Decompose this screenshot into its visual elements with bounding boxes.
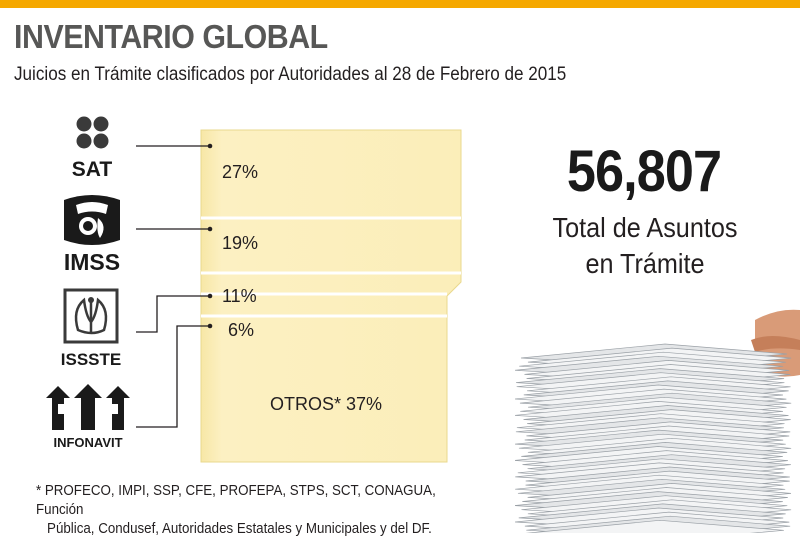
connector-dot xyxy=(207,323,213,329)
segment-label-otros: OTROS* 37% xyxy=(270,394,382,414)
connector-issste xyxy=(136,295,210,333)
total-label: Total de Asuntos en Trámite xyxy=(542,210,749,282)
issste-logo: ISSSTE xyxy=(61,288,121,369)
percentage-labels: 27% 19% 11% 6% OTROS* 37% xyxy=(222,162,382,414)
connector-dot xyxy=(207,143,213,149)
footnote: * PROFECO, IMPI, SSP, CFE, PROFEPA, STPS… xyxy=(36,482,468,539)
total-value: 56,807 xyxy=(566,139,722,204)
footnote-line1: * PROFECO, IMPI, SSP, CFE, PROFEPA, STPS… xyxy=(36,483,436,518)
imss-logo: IMSS xyxy=(64,195,120,275)
sat-logo: SAT xyxy=(72,116,113,181)
page-subtitle: Juicios en Trámite clasificados por Auto… xyxy=(14,64,567,85)
top-accent-bar xyxy=(0,0,800,8)
total-label-line2: en Trámite xyxy=(585,248,705,279)
page-title: INVENTARIO GLOBAL xyxy=(14,18,328,55)
connector-dot xyxy=(207,226,213,232)
folder-shape xyxy=(200,129,462,463)
connector-infonavit xyxy=(136,325,210,428)
connector-dot xyxy=(207,293,213,299)
segment-label-issste: 11% xyxy=(222,286,257,306)
issste-logo-label: ISSSTE xyxy=(61,350,121,369)
segment-label-imss: 19% xyxy=(222,233,258,253)
connector-lines xyxy=(136,143,213,428)
infonavit-logo: INFONAVIT xyxy=(46,384,130,450)
imss-logo-label: IMSS xyxy=(64,249,120,275)
paper-sheet xyxy=(525,519,784,533)
infonavit-logo-label: INFONAVIT xyxy=(53,435,122,450)
footnote-line2: Pública, Condusef, Autoridades Estatales… xyxy=(47,521,432,537)
segment-label-sat: 27% xyxy=(222,162,258,182)
total-label-line1: Total de Asuntos xyxy=(552,212,738,243)
segment-label-infonavit: 6% xyxy=(228,320,254,340)
segment-dividers xyxy=(201,216,461,318)
paper-stack-illustration xyxy=(515,309,800,533)
sat-logo-label: SAT xyxy=(72,158,113,181)
